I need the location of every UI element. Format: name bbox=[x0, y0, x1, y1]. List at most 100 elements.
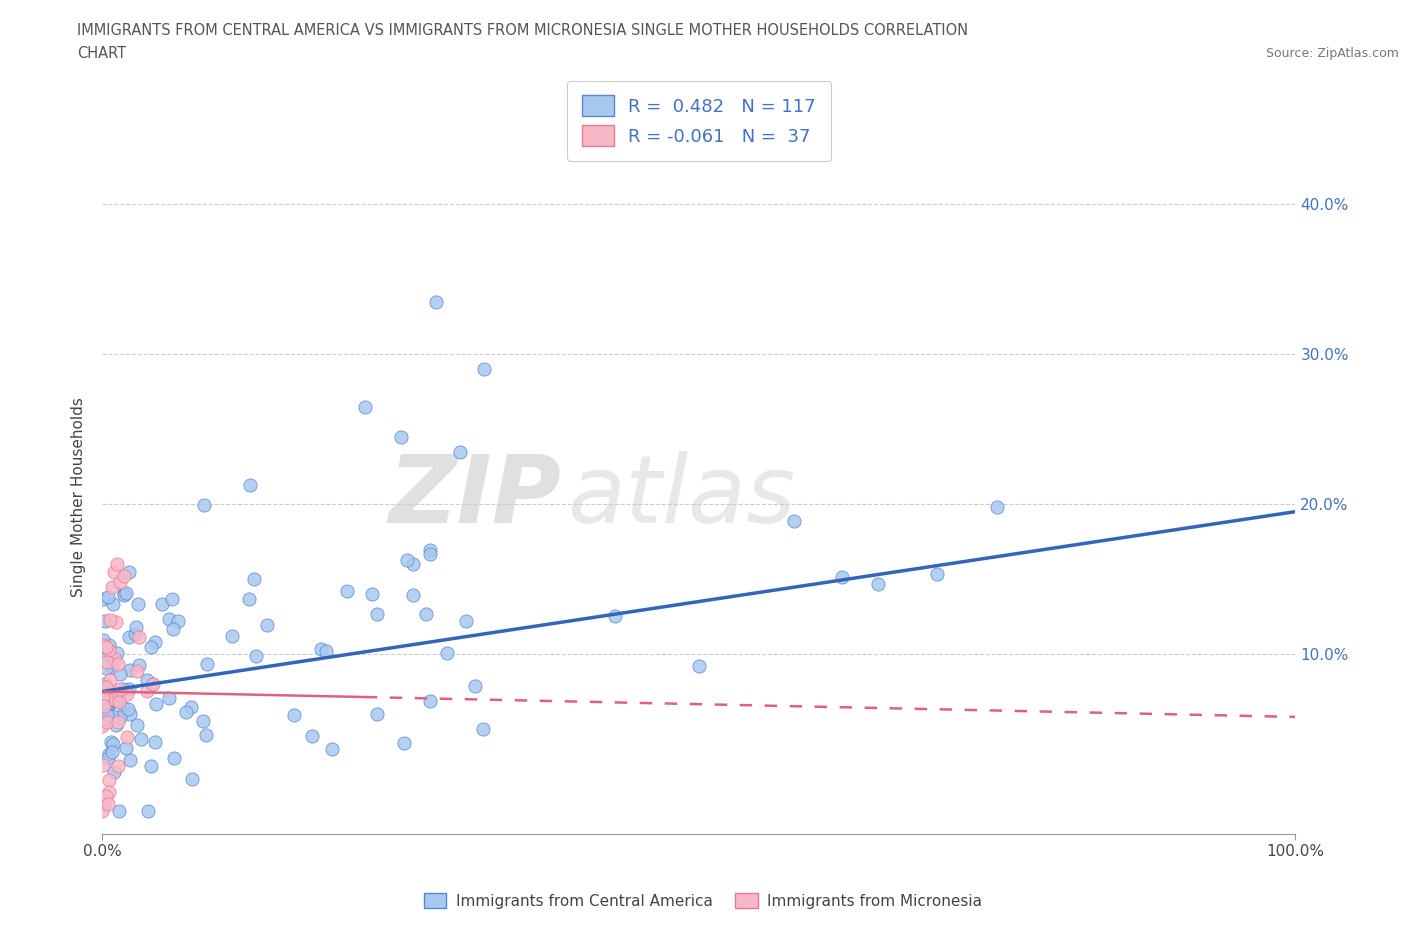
Text: atlas: atlas bbox=[568, 451, 796, 542]
Point bbox=[103, 737, 125, 751]
Point bbox=[167, 614, 190, 629]
Point bbox=[193, 498, 215, 512]
Point bbox=[101, 691, 124, 706]
Point bbox=[105, 645, 128, 660]
Point bbox=[353, 399, 375, 414]
Point bbox=[419, 542, 441, 557]
Point bbox=[97, 708, 120, 723]
Point bbox=[96, 654, 118, 669]
Point bbox=[136, 804, 159, 818]
Point bbox=[143, 634, 166, 649]
Point bbox=[118, 662, 141, 677]
Point bbox=[105, 557, 128, 572]
Point bbox=[98, 672, 121, 687]
Point bbox=[117, 686, 139, 701]
Point bbox=[395, 552, 418, 567]
Point bbox=[91, 804, 114, 818]
Point bbox=[93, 650, 115, 665]
Legend: R =  0.482   N = 117, R = -0.061   N =  37: R = 0.482 N = 117, R = -0.061 N = 37 bbox=[567, 81, 831, 161]
Point bbox=[688, 659, 710, 674]
Point bbox=[108, 710, 131, 724]
Point bbox=[105, 615, 128, 630]
Point bbox=[107, 657, 129, 671]
Point bbox=[135, 672, 157, 687]
Point bbox=[162, 621, 184, 636]
Point bbox=[157, 612, 180, 627]
Point bbox=[94, 789, 117, 804]
Point bbox=[91, 719, 114, 734]
Point bbox=[93, 640, 115, 655]
Point bbox=[98, 638, 121, 653]
Point bbox=[101, 650, 124, 665]
Point bbox=[131, 731, 153, 746]
Point bbox=[221, 629, 243, 644]
Point bbox=[142, 676, 165, 691]
Point bbox=[180, 699, 202, 714]
Point bbox=[117, 702, 139, 717]
Point bbox=[336, 584, 359, 599]
Point bbox=[118, 565, 141, 579]
Point bbox=[103, 764, 125, 779]
Point bbox=[419, 547, 441, 562]
Point bbox=[157, 690, 180, 705]
Point bbox=[98, 784, 121, 799]
Point bbox=[93, 613, 115, 628]
Point bbox=[101, 709, 124, 724]
Point bbox=[195, 657, 218, 671]
Point bbox=[986, 499, 1008, 514]
Point bbox=[120, 707, 142, 722]
Point bbox=[94, 701, 117, 716]
Point bbox=[360, 586, 382, 601]
Point bbox=[174, 705, 197, 720]
Legend: Immigrants from Central America, Immigrants from Micronesia: Immigrants from Central America, Immigra… bbox=[418, 886, 988, 915]
Point bbox=[783, 513, 806, 528]
Point bbox=[112, 588, 135, 603]
Point bbox=[91, 689, 114, 704]
Point bbox=[114, 586, 136, 601]
Point bbox=[93, 698, 115, 713]
Point bbox=[472, 722, 495, 737]
Point bbox=[309, 642, 332, 657]
Point bbox=[100, 579, 122, 594]
Point bbox=[112, 700, 135, 715]
Point bbox=[454, 614, 477, 629]
Point bbox=[425, 295, 447, 310]
Point bbox=[366, 606, 388, 621]
Text: CHART: CHART bbox=[77, 46, 127, 61]
Text: Source: ZipAtlas.com: Source: ZipAtlas.com bbox=[1265, 46, 1399, 60]
Point bbox=[128, 658, 150, 672]
Point bbox=[243, 572, 266, 587]
Point bbox=[96, 708, 118, 723]
Y-axis label: Single Mother Households: Single Mother Households bbox=[72, 397, 86, 596]
Point bbox=[97, 643, 120, 658]
Point bbox=[112, 586, 135, 601]
Point bbox=[96, 703, 118, 718]
Point bbox=[181, 771, 204, 786]
Point bbox=[107, 715, 129, 730]
Point bbox=[389, 430, 412, 445]
Point bbox=[91, 591, 114, 606]
Point bbox=[436, 646, 458, 661]
Point bbox=[301, 728, 323, 743]
Point bbox=[101, 596, 124, 611]
Point bbox=[195, 727, 218, 742]
Point bbox=[402, 588, 425, 603]
Point bbox=[108, 682, 131, 697]
Point bbox=[97, 796, 120, 811]
Point bbox=[91, 638, 114, 653]
Point bbox=[125, 664, 148, 679]
Point bbox=[605, 609, 627, 624]
Point bbox=[96, 698, 118, 712]
Point bbox=[97, 747, 120, 762]
Point bbox=[117, 730, 139, 745]
Point bbox=[104, 693, 127, 708]
Point bbox=[125, 619, 148, 634]
Point bbox=[135, 684, 157, 698]
Point bbox=[831, 570, 853, 585]
Point bbox=[98, 612, 121, 627]
Point bbox=[101, 659, 124, 674]
Point bbox=[125, 718, 148, 733]
Point bbox=[464, 678, 486, 693]
Point bbox=[100, 744, 122, 759]
Point bbox=[321, 742, 343, 757]
